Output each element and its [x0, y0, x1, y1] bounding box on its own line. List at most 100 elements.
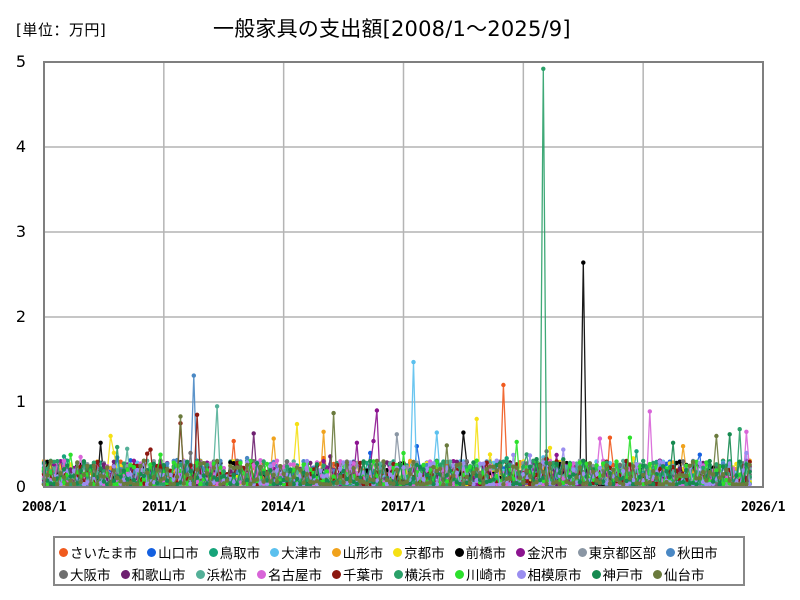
data-point — [191, 482, 196, 487]
data-point — [617, 468, 623, 474]
data-point — [414, 481, 419, 487]
data-point — [694, 459, 699, 464]
data-point — [204, 471, 210, 476]
data-point — [261, 479, 266, 484]
data-point — [494, 468, 499, 473]
data-point — [474, 473, 479, 478]
data-point — [734, 473, 739, 478]
data-point — [744, 429, 749, 434]
data-point — [611, 467, 616, 472]
data-point — [324, 465, 330, 470]
data-point — [664, 461, 669, 466]
data-point — [231, 472, 236, 477]
data-point — [604, 480, 609, 486]
data-point — [654, 481, 659, 487]
data-point — [58, 471, 63, 476]
data-point — [727, 478, 732, 483]
data-point — [694, 476, 699, 481]
data-point — [338, 480, 343, 485]
legend-item: 横浜市 — [393, 564, 445, 584]
data-point — [634, 481, 639, 486]
data-point — [677, 472, 682, 477]
data-point — [584, 461, 589, 466]
data-point — [571, 461, 576, 466]
data-point — [720, 464, 726, 469]
data-point — [421, 462, 426, 468]
legend: さいたま市 山口市 鳥取市 大津市 山形市 京都市 前橋市 金沢市 東京都区部 秋田市 大阪市 和歌… — [53, 536, 745, 586]
data-point — [717, 482, 722, 487]
data-point — [78, 479, 83, 485]
data-point — [45, 473, 50, 478]
data-point — [251, 459, 256, 464]
data-point — [344, 460, 350, 465]
data-point — [161, 476, 166, 481]
data-point — [391, 481, 396, 486]
y-tick-4: 4 — [15, 137, 27, 156]
data-point — [471, 482, 476, 487]
legend-item: 大阪市 — [59, 564, 111, 584]
data-point — [161, 482, 166, 487]
legend-label: 金沢市 — [527, 546, 568, 562]
data-point — [111, 459, 117, 464]
legend-label: 山形市 — [342, 546, 384, 562]
data-point — [697, 481, 702, 486]
data-point — [231, 461, 236, 466]
x-tick-2014: 2014/1 — [261, 500, 305, 515]
data-point — [577, 460, 583, 465]
data-point — [451, 473, 456, 478]
data-point — [740, 482, 746, 487]
data-point — [338, 459, 343, 464]
data-point — [391, 461, 396, 467]
data-point — [58, 482, 63, 487]
data-point — [314, 479, 320, 484]
data-point — [631, 477, 636, 483]
data-point — [494, 458, 499, 463]
data-point — [447, 459, 453, 464]
data-point — [284, 459, 290, 464]
data-point — [567, 474, 573, 479]
data-point — [271, 461, 276, 467]
data-point — [601, 461, 606, 466]
data-point — [427, 480, 433, 485]
data-point — [581, 471, 586, 476]
data-point — [437, 463, 443, 468]
data-point — [198, 474, 203, 479]
data-point — [408, 481, 413, 487]
data-point — [587, 461, 593, 466]
data-point — [281, 482, 286, 487]
data-point — [284, 476, 290, 481]
legend-marker-icon — [591, 569, 601, 579]
legend-marker-icon — [393, 569, 403, 579]
data-point — [617, 477, 623, 482]
data-point — [384, 477, 390, 483]
data-point — [624, 482, 629, 487]
data-point — [148, 482, 153, 487]
data-point — [601, 473, 606, 478]
data-point — [684, 482, 689, 487]
legend-item: 和歌山市 — [120, 564, 186, 584]
data-point — [497, 463, 503, 468]
data-point — [121, 468, 127, 473]
data-point — [111, 464, 117, 469]
data-point — [281, 471, 286, 477]
data-point — [424, 481, 429, 486]
data-point — [148, 462, 153, 467]
data-point — [541, 482, 546, 487]
data-point — [248, 458, 253, 464]
x-tick-2026: 2026/1 — [741, 500, 785, 515]
legend-marker-icon — [516, 547, 526, 557]
data-point — [544, 460, 549, 466]
data-point — [65, 463, 70, 468]
data-point — [514, 439, 519, 445]
legend-item: 川崎市 — [455, 564, 507, 584]
data-point — [667, 482, 672, 487]
data-point — [454, 470, 459, 475]
data-point — [135, 463, 140, 469]
data-point — [417, 481, 423, 487]
data-point — [444, 482, 449, 487]
data-point — [68, 452, 73, 457]
data-point — [108, 433, 113, 439]
data-point — [141, 481, 147, 486]
data-point — [304, 458, 310, 464]
data-point — [174, 482, 180, 487]
